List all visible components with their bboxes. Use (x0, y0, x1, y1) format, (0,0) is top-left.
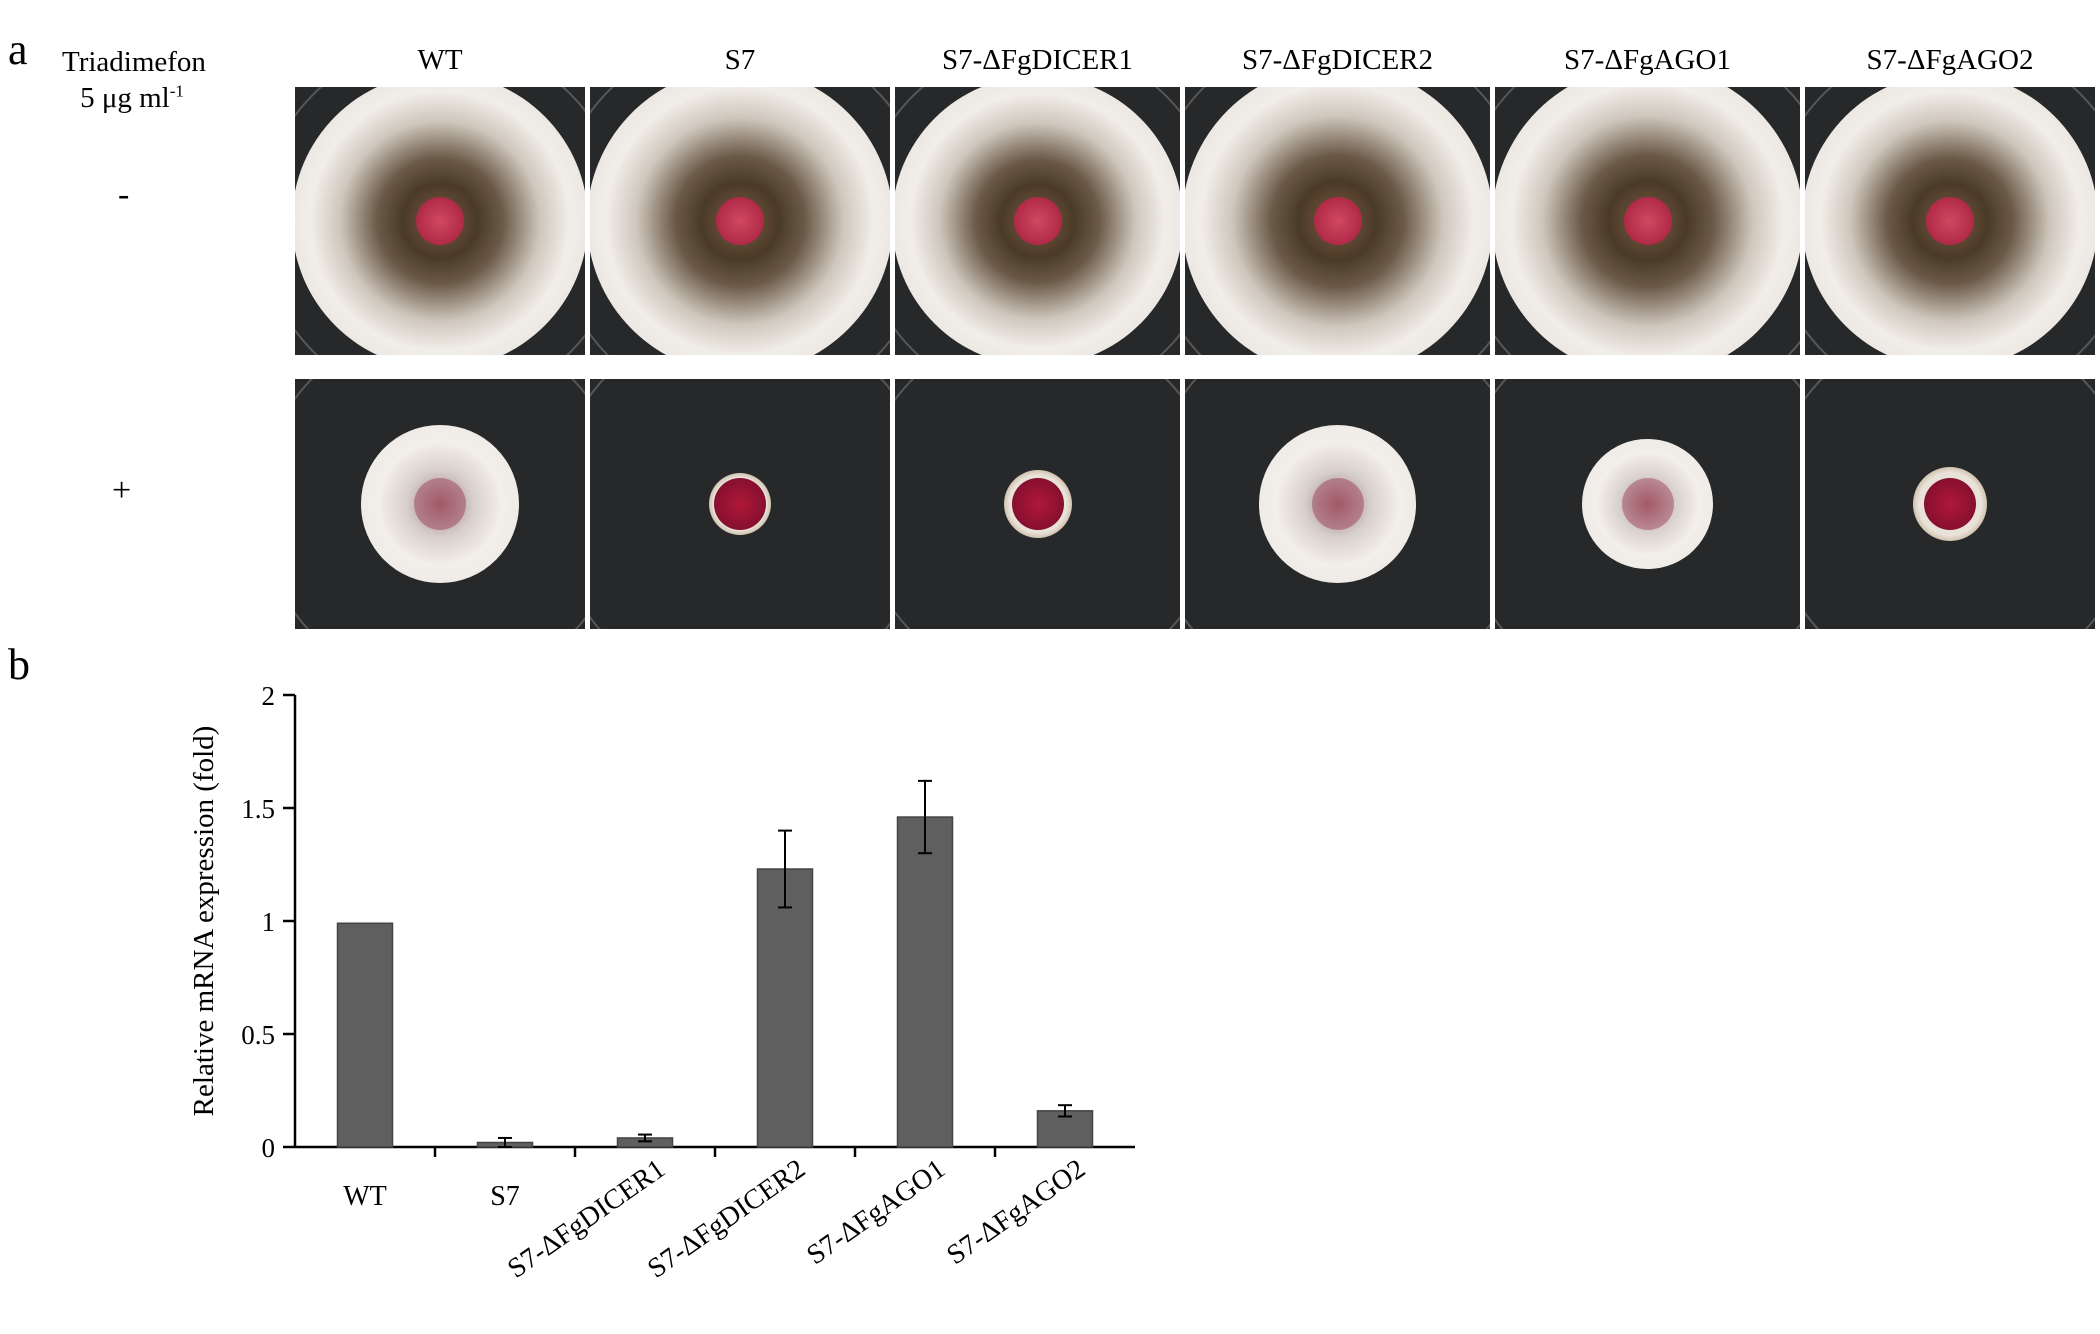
row-plus-label: + (112, 472, 132, 509)
agar-plug (414, 478, 466, 530)
agar-plug (714, 478, 766, 530)
y-tick-label: 0.5 (241, 1020, 275, 1050)
row-minus-label: - (118, 176, 130, 213)
bar (756, 868, 814, 1148)
strain-header: S7-ΔFgDICER2 (1241, 44, 1434, 76)
plate-photo-untreated (1495, 87, 1800, 355)
plate-photo-triadimefon (1495, 379, 1800, 629)
strain-header: S7 (724, 44, 756, 76)
y-tick-label: 1 (262, 907, 276, 937)
agar-plug (1313, 197, 1362, 245)
plate-photo-triadimefon (1805, 379, 2095, 629)
x-tick-label: S7-ΔFgAGO1 (801, 1153, 951, 1271)
plate-photo-untreated (590, 87, 890, 355)
bar (896, 816, 954, 1148)
agar-plug (716, 197, 764, 245)
plate-photo-triadimefon (295, 379, 585, 629)
treatment-label: Triadimefon 5 μg ml-1 (62, 44, 206, 117)
panel-b-label: b (8, 640, 30, 689)
plate-photo-triadimefon (895, 379, 1180, 629)
strain-header: S7-ΔFgAGO1 (1564, 44, 1731, 76)
agar-plug (1311, 478, 1364, 530)
fungal-colony (1258, 425, 1417, 583)
x-tick-label: S7-ΔFgAGO2 (941, 1153, 1091, 1271)
strain-header: S7-ΔFgAGO2 (1866, 44, 2034, 76)
treatment-concentration: 5 μg ml-1 (80, 81, 184, 115)
plate-photo-untreated (1805, 87, 2095, 355)
agar-plug (1621, 478, 1674, 530)
x-tick-label: S7 (490, 1181, 520, 1212)
y-tick-label: 0 (262, 1133, 276, 1163)
y-axis-label: Relative mRNA expression (fold) (188, 726, 220, 1117)
agar-plug (1013, 197, 1062, 245)
plate-photo-untreated (1185, 87, 1490, 355)
panel-a-label: a (8, 25, 28, 74)
agar-plug (1926, 197, 1974, 245)
x-tick-label: WT (343, 1181, 387, 1212)
y-tick-label: 1.5 (241, 794, 275, 824)
agar-plug (416, 197, 464, 245)
agar-plug (1011, 478, 1064, 530)
agar-plug (1924, 478, 1976, 530)
fungal-colony (1582, 438, 1713, 570)
x-tick-label: S7-ΔFgDICER2 (642, 1153, 811, 1284)
treatment-name: Triadimefon (62, 46, 206, 78)
strain-header: WT (417, 44, 463, 76)
plate-photo-untreated (895, 87, 1180, 355)
fungal-colony (361, 425, 519, 583)
plate-photo-triadimefon (1185, 379, 1490, 629)
plate-photo-untreated (295, 87, 585, 355)
strain-header: S7-ΔFgDICER1 (941, 44, 1134, 76)
bar (336, 922, 394, 1148)
agar-plug (1623, 197, 1672, 245)
plate-photo-triadimefon (590, 379, 890, 629)
y-tick-label: 2 (262, 681, 276, 711)
